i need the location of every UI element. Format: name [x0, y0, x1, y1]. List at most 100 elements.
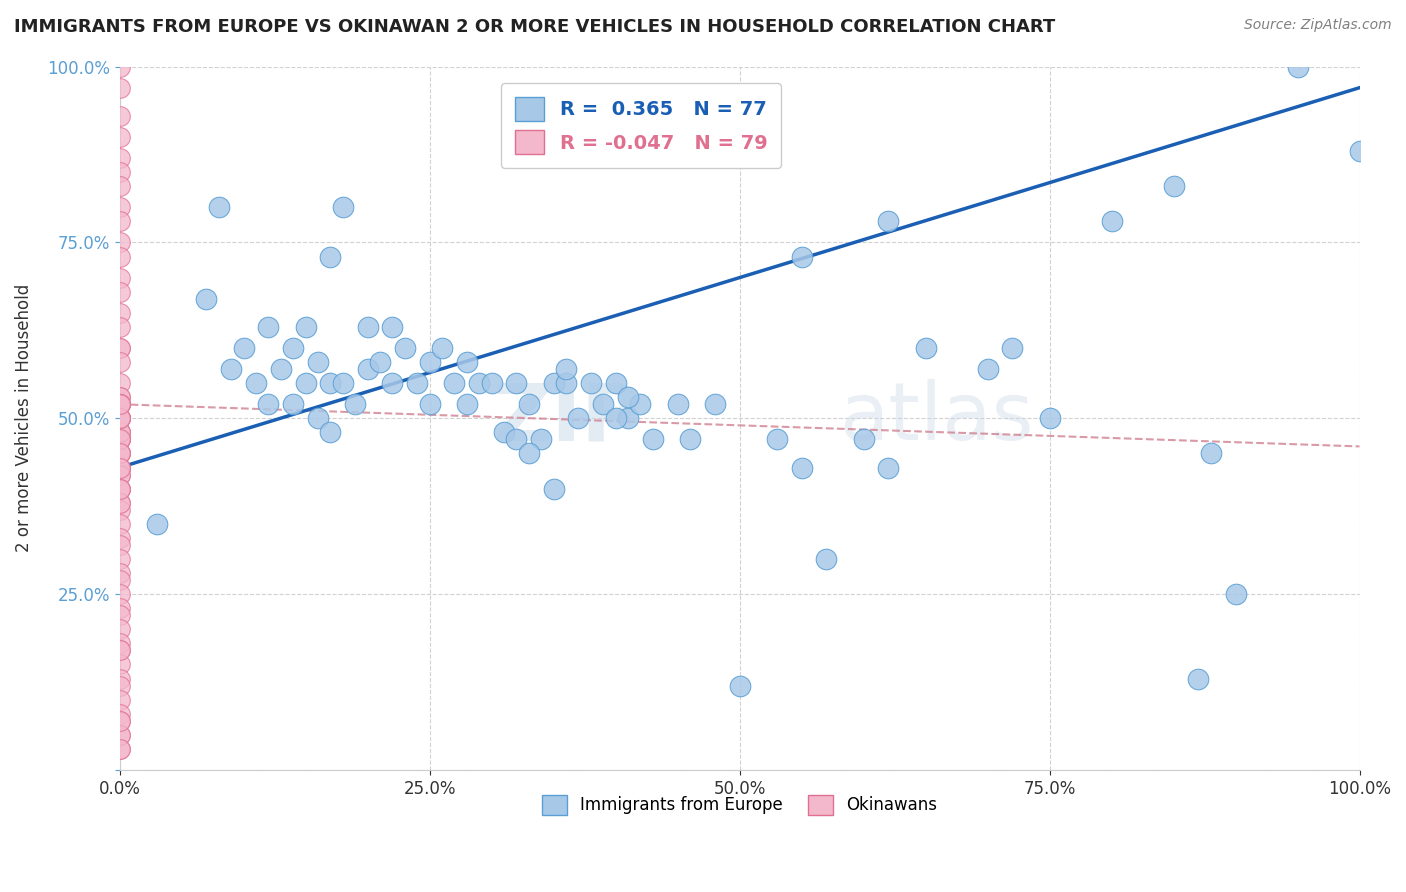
Point	[628, 397, 651, 411]
Point	[108, 643, 131, 657]
Point	[108, 502, 131, 516]
Point	[108, 460, 131, 475]
Point	[505, 376, 527, 391]
Point	[283, 397, 305, 411]
Point	[605, 376, 627, 391]
Point	[108, 601, 131, 615]
Point	[592, 397, 614, 411]
Point	[108, 496, 131, 510]
Point	[108, 341, 131, 355]
Point	[108, 657, 131, 672]
Point	[555, 362, 578, 376]
Point	[666, 397, 689, 411]
Point	[108, 200, 131, 214]
Point	[108, 341, 131, 355]
Point	[852, 433, 875, 447]
Point	[108, 411, 131, 425]
Point	[108, 728, 131, 742]
Point	[332, 376, 354, 391]
Point	[617, 390, 640, 404]
Point	[108, 151, 131, 165]
Point	[283, 341, 305, 355]
Y-axis label: 2 or more Vehicles in Household: 2 or more Vehicles in Household	[15, 285, 32, 552]
Point	[481, 376, 503, 391]
Point	[294, 376, 316, 391]
Point	[1225, 587, 1247, 601]
Text: Source: ZipAtlas.com: Source: ZipAtlas.com	[1244, 18, 1392, 32]
Point	[419, 397, 441, 411]
Point	[344, 397, 367, 411]
Point	[146, 516, 169, 531]
Point	[108, 250, 131, 264]
Point	[430, 341, 453, 355]
Point	[108, 531, 131, 545]
Point	[108, 552, 131, 566]
Point	[976, 362, 998, 376]
Point	[108, 573, 131, 587]
Point	[108, 306, 131, 320]
Point	[728, 679, 751, 693]
Point	[765, 433, 787, 447]
Point	[108, 714, 131, 728]
Point	[108, 742, 131, 756]
Point	[790, 460, 813, 475]
Point	[419, 355, 441, 369]
Point	[1199, 446, 1222, 460]
Point	[108, 608, 131, 623]
Point	[108, 109, 131, 123]
Point	[108, 467, 131, 482]
Point	[108, 587, 131, 601]
Point	[567, 411, 589, 425]
Point	[790, 250, 813, 264]
Point	[1038, 411, 1060, 425]
Point	[914, 341, 936, 355]
Point	[108, 425, 131, 440]
Point	[319, 250, 342, 264]
Point	[517, 397, 540, 411]
Point	[219, 362, 242, 376]
Point	[108, 433, 131, 447]
Point	[108, 679, 131, 693]
Point	[517, 446, 540, 460]
Point	[108, 496, 131, 510]
Point	[108, 285, 131, 299]
Point	[108, 433, 131, 447]
Point	[394, 341, 416, 355]
Point	[257, 319, 280, 334]
Point	[232, 341, 254, 355]
Point	[108, 460, 131, 475]
Point	[492, 425, 515, 440]
Point	[605, 411, 627, 425]
Point	[108, 397, 131, 411]
Point	[108, 482, 131, 496]
Point	[108, 433, 131, 447]
Point	[1101, 214, 1123, 228]
Point	[1163, 179, 1185, 194]
Point	[108, 538, 131, 552]
Point	[108, 446, 131, 460]
Point	[877, 214, 900, 228]
Point	[307, 411, 329, 425]
Point	[108, 270, 131, 285]
Point	[245, 376, 267, 391]
Point	[555, 376, 578, 391]
Point	[108, 446, 131, 460]
Point	[108, 355, 131, 369]
Text: ZIP: ZIP	[494, 379, 640, 458]
Point	[468, 376, 491, 391]
Point	[543, 376, 565, 391]
Point	[1286, 60, 1309, 74]
Legend: Immigrants from Europe, Okinawans: Immigrants from Europe, Okinawans	[531, 785, 948, 825]
Point	[319, 425, 342, 440]
Point	[108, 390, 131, 404]
Point	[641, 433, 664, 447]
Point	[108, 130, 131, 145]
Point	[543, 482, 565, 496]
Point	[307, 355, 329, 369]
Point	[208, 200, 231, 214]
Point	[108, 425, 131, 440]
Point	[108, 460, 131, 475]
Point	[108, 706, 131, 721]
Point	[381, 376, 404, 391]
Point	[530, 433, 553, 447]
